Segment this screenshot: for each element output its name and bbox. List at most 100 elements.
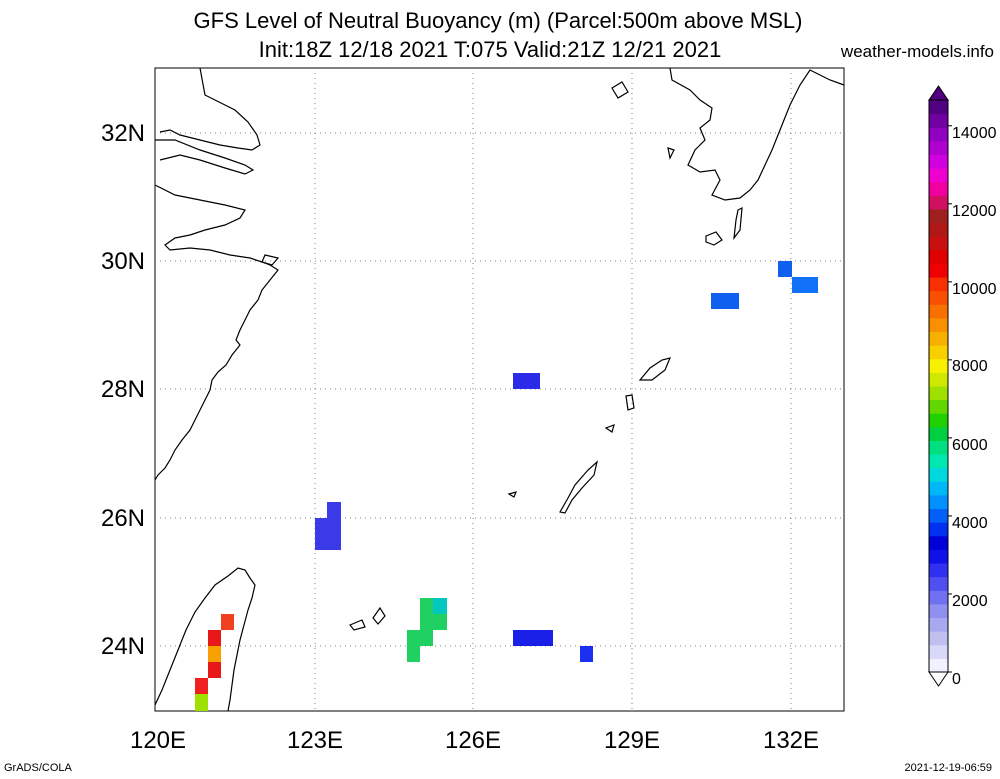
colorbar-segment xyxy=(929,426,948,441)
colorbar-segment xyxy=(929,535,948,550)
lnb-cell-ryukyu-hi xyxy=(433,598,447,614)
coast-okinawa xyxy=(559,460,599,514)
colorbar-label-12000: 12000 xyxy=(952,203,997,220)
colorbar-segment xyxy=(929,590,948,605)
colorbar-segment xyxy=(929,522,948,537)
colorbar-segment xyxy=(929,617,948,632)
lon-label-123: 123E xyxy=(287,727,343,754)
colorbar-segment xyxy=(929,440,948,455)
colorbar-segment xyxy=(929,467,948,482)
lat-label-32: 32N xyxy=(101,120,145,147)
coast-yoron xyxy=(604,424,615,433)
lnb-cell-28n xyxy=(513,373,540,389)
coast-koshiki xyxy=(667,147,675,160)
colorbar-segment xyxy=(929,208,948,224)
colorbar-bottom-arrow xyxy=(928,671,949,687)
title-line-2: Init:18Z 12/18 2021 T:075 Valid:21Z 12/2… xyxy=(258,37,722,62)
colorbar-segment xyxy=(929,603,948,619)
lat-label-28: 28N xyxy=(101,376,145,403)
colorbar-segment xyxy=(929,140,948,155)
colorbar-segment xyxy=(929,345,948,360)
colorbar-segment xyxy=(929,576,948,591)
colorbar-label-6000: 6000 xyxy=(952,437,988,454)
colorbar-label-0: 0 xyxy=(952,671,961,688)
coast-miyako xyxy=(372,606,386,625)
colorbar-segment xyxy=(929,113,948,128)
gridlines xyxy=(155,68,844,711)
colorbar-segment xyxy=(929,277,948,292)
coast-tokunoshima xyxy=(625,394,635,411)
colorbar-segment xyxy=(929,508,948,523)
colorbar-segment xyxy=(929,481,948,496)
colorbar-segment xyxy=(929,549,948,564)
colorbar xyxy=(928,85,952,687)
colorbar-segment xyxy=(929,154,948,169)
colorbar-segment xyxy=(929,631,948,646)
colorbar-segment xyxy=(929,331,948,346)
colorbar-segment xyxy=(929,222,948,237)
lnb-cell-30n-132e-b xyxy=(792,277,818,293)
title-line-1: GFS Level of Neutral Buoyancy (m) (Parce… xyxy=(193,8,803,33)
colorbar-segment xyxy=(929,249,948,264)
coast-taiwan xyxy=(154,567,256,712)
colorbar-label-8000: 8000 xyxy=(952,358,988,375)
colorbar-segment xyxy=(929,195,948,210)
coast-zhoushan xyxy=(261,254,280,266)
lnb-cell-30n-132e xyxy=(778,261,792,277)
colorbar-segment xyxy=(929,386,948,401)
coast-goto xyxy=(611,81,629,99)
colorbar-labels: 0 2000 4000 6000 8000 10000 12000 14000 xyxy=(952,125,997,688)
colorbar-segment xyxy=(929,317,948,333)
footer-software: GrADS/COLA xyxy=(4,762,72,774)
lon-label-129: 129E xyxy=(604,727,660,754)
colorbar-segment xyxy=(929,181,948,196)
coast-tanegashima xyxy=(733,206,743,241)
coast-yakushima xyxy=(705,231,723,246)
coast-shanghai xyxy=(154,184,279,481)
colorbar-segment xyxy=(929,658,948,673)
lat-label-26: 26N xyxy=(101,505,145,532)
colorbar-segment xyxy=(929,168,948,183)
lnb-shading xyxy=(195,261,818,711)
colorbar-segment xyxy=(929,290,948,305)
y-axis-labels: 24N 26N 28N 30N 32N xyxy=(101,120,145,660)
lat-label-24: 24N xyxy=(101,633,145,660)
colorbar-segment xyxy=(929,399,948,414)
lon-label-120: 120E xyxy=(130,727,186,754)
lon-label-126: 126E xyxy=(445,727,501,754)
coastlines xyxy=(154,67,845,712)
colorbar-frame xyxy=(928,99,949,673)
colorbar-segment xyxy=(929,563,948,578)
lnb-cell-taiwan-3 xyxy=(208,646,221,662)
colorbar-segment xyxy=(929,304,948,319)
colorbar-label-10000: 10000 xyxy=(952,281,997,298)
colorbar-label-4000: 4000 xyxy=(952,515,988,532)
coast-kume xyxy=(507,491,518,498)
lnb-cell-taiwan-5 xyxy=(195,694,208,711)
lat-label-30: 30N xyxy=(101,248,145,275)
x-axis-labels: 120E 123E 126E 129E 132E xyxy=(130,727,819,754)
colorbar-segment xyxy=(929,236,948,251)
footer-timestamp: 2021-12-19-06:59 xyxy=(904,762,992,774)
coast-ishigaki xyxy=(349,619,366,631)
colorbar-segment xyxy=(929,454,948,469)
colorbar-label-14000: 14000 xyxy=(952,125,997,142)
coast-kyushu xyxy=(669,67,845,201)
lnb-cell-24n-128e xyxy=(580,646,593,662)
colorbar-label-2000: 2000 xyxy=(952,593,988,610)
colorbar-segment xyxy=(929,358,948,373)
colorbar-segment xyxy=(929,494,948,510)
lnb-cell-taiwan-1 xyxy=(221,614,234,630)
lon-label-132: 132E xyxy=(763,727,819,754)
colorbar-segment xyxy=(929,644,948,659)
coast-yangtze xyxy=(155,139,255,175)
coast-china-north xyxy=(159,67,261,151)
colorbar-segment xyxy=(929,100,948,115)
colorbar-segment xyxy=(929,413,948,428)
colorbar-segment xyxy=(929,127,948,142)
site-label: weather-models.info xyxy=(840,42,994,61)
colorbar-segment xyxy=(929,263,948,278)
coast-amami xyxy=(638,357,672,381)
lnb-cell-24n-127e xyxy=(513,630,553,646)
